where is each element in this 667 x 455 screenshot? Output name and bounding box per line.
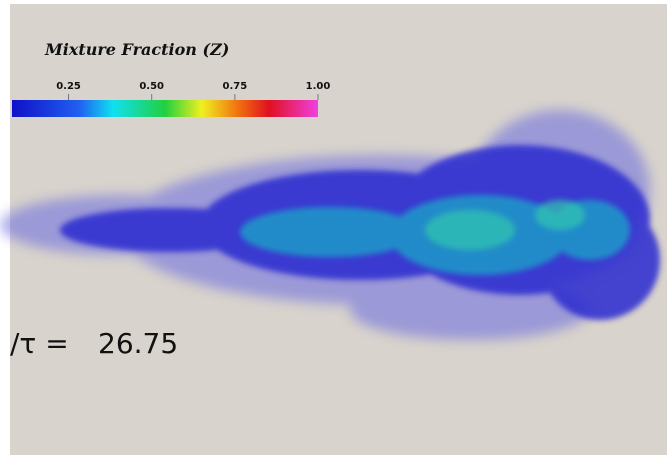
tick-label: 0.50 bbox=[139, 81, 164, 92]
time-value: 26.75 bbox=[98, 327, 178, 360]
colorbar bbox=[12, 100, 318, 117]
time-label: /τ = bbox=[10, 327, 69, 360]
tick-label: 0.25 bbox=[56, 81, 81, 92]
tick-label: 0.75 bbox=[223, 81, 248, 92]
tick-label: 1.00 bbox=[306, 81, 331, 92]
visualization: Mixture Fraction (Z) /τ = 26.75 0.25 0.50… bbox=[0, 0, 667, 455]
colorbar-title: Mixture Fraction (Z) bbox=[44, 40, 229, 59]
